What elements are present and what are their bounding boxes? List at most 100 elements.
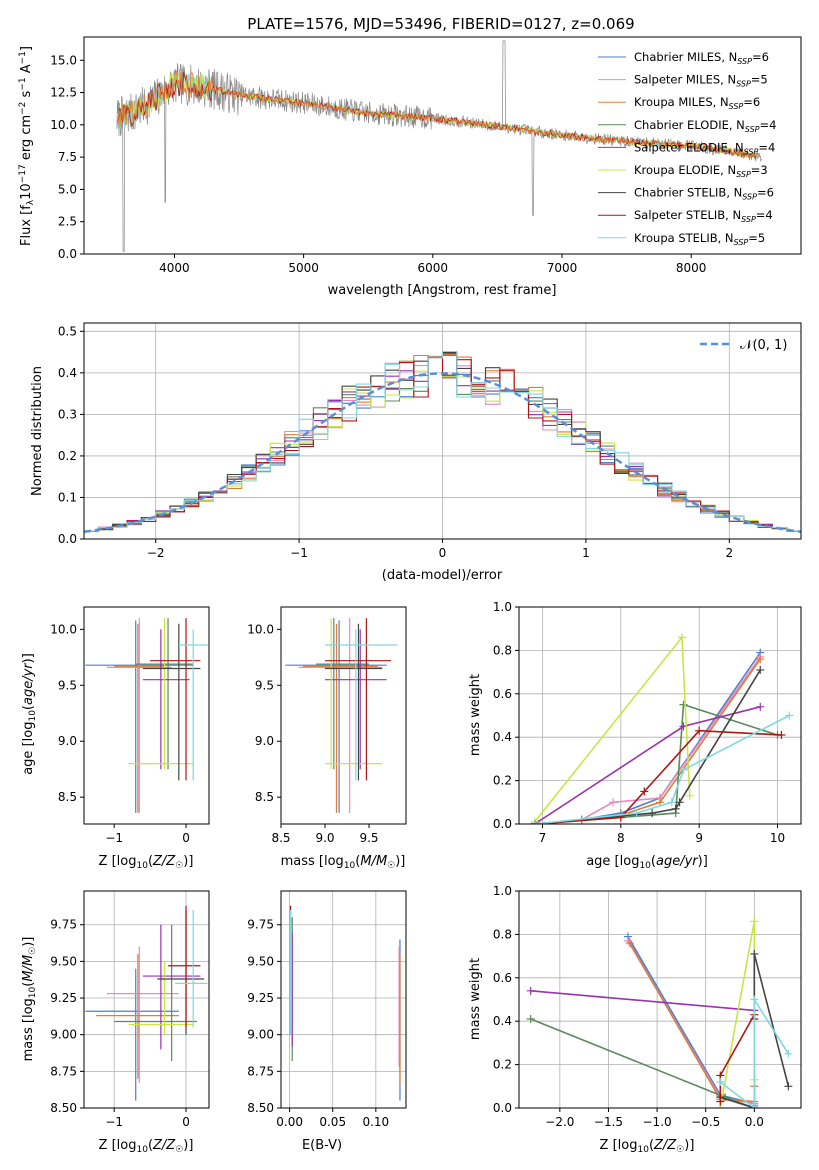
x-tick-label: 0.00	[276, 1115, 303, 1129]
age_vs_Z-ticks: −1 0 8.5 9.0 9.5 10.0	[50, 622, 190, 845]
y-tick-label: 9.00	[247, 1028, 274, 1042]
y-tick-label: 0.4	[58, 366, 77, 380]
x-tick-label: −2.0	[545, 1115, 574, 1129]
y-tick-label: 0.4	[493, 1014, 512, 1028]
line-chabrier-miles	[534, 652, 761, 824]
y-tick-label: 9.0	[255, 734, 274, 748]
spectrum-y-axis-label: Flux [fλ10−17 erg cm−2 s−1 A−1]	[18, 46, 36, 246]
spectrum-panel: 4000 5000 6000 7000 8000 0.0 2.5 5.0 7.5 10.0 12.5…	[18, 36, 802, 298]
x-tick-label: 0	[182, 1115, 190, 1129]
legend-label: Salpeter ELODIE, NSSP=4	[634, 140, 775, 156]
residuals-x-axis-label: (data-model)/error	[382, 568, 503, 583]
x-tick-label: −1	[290, 546, 308, 560]
x-tick-label: −1.5	[594, 1115, 623, 1129]
marker-salpeter-stelib	[640, 787, 649, 796]
line-salpeter-elodie	[530, 990, 755, 1012]
axis-labels-lower: Z [log10(Z/Z☉)] age [log10(age/yr)] mass…	[21, 653, 708, 1155]
y-tick-label: 0.3	[58, 407, 77, 421]
ageZ-y-axis-label: age [log10(age/yr)]	[21, 653, 38, 775]
legend-label: Chabrier MILES, NSSP=6	[634, 50, 769, 66]
weight_vs_age-marks	[530, 633, 794, 824]
weightZ-x-axis-label: Z [log10(Z/Z☉)]	[600, 1138, 695, 1155]
line-kroupa-elodie	[719, 921, 756, 1108]
legend-label: Kroupa STELIB, NSSP=5	[634, 231, 765, 247]
spectrum-lines	[116, 40, 762, 252]
mass_vs_Z-panel: −1 0 8.50 8.75 9.00 9.25 9.50 9.75	[50, 890, 210, 1129]
mass_vs_Z-ticks: −1 0 8.50 8.75 9.00 9.25 9.50 9.75	[50, 918, 190, 1129]
marker-chabrier-elodie	[679, 700, 688, 709]
marker-kroupa-elodie	[750, 917, 759, 926]
marker-kroupa-stelib	[530, 820, 539, 824]
x-tick-label: 9.5	[359, 831, 378, 845]
x-tick-label: 6000	[418, 261, 449, 275]
massebv-x-axis-label: E(B-V)	[302, 1138, 342, 1153]
y-tick-label: 8.5	[58, 790, 77, 804]
mass_vs_ebv-panel: 0.00 0.05 0.10 8.50 8.75 9.00 9.25 9.50 9.75	[247, 890, 407, 1129]
marker-chabrier-stelib	[648, 809, 657, 818]
marker-kroupa-stelib	[632, 809, 641, 818]
mass_vs_ebv-ticks: 0.00 0.05 0.10 8.50 8.75 9.00 9.25 9.50 9.75	[247, 918, 389, 1129]
marker-salpeter-elodie	[756, 702, 765, 711]
age_vs_mass-axes-frame	[280, 606, 407, 825]
legend-label: Kroupa ELODIE, NSSP=3	[634, 163, 768, 179]
weight_vs_Z-ticks: −2.0 −1.5 −1.0 −0.5 0.0 0.0 0.2 0.4 0.6 0.8 1.0	[493, 884, 764, 1129]
y-tick-label: 9.25	[50, 991, 77, 1005]
parameter-panels: −1 0 8.5 9.0 9.5 10.0 8.5 9.0 9.5 8.5 9.0 9.5 10.0 7 8…	[50, 600, 802, 1129]
marker-kroupa-stelib	[785, 711, 794, 720]
line-salpeter-stelib	[534, 729, 782, 824]
y-tick-label: 9.50	[50, 954, 77, 968]
spectrum-plot-area	[116, 40, 762, 252]
y-tick-label: 0.1	[58, 490, 77, 504]
age_vs_mass-marks	[285, 618, 398, 813]
weight_vs_Z-marks	[526, 917, 793, 1108]
ageZ-x-axis-label: Z [log10(Z/Z☉)]	[99, 854, 194, 871]
line-salpeter-miles	[534, 656, 761, 824]
x-tick-label: 0	[182, 831, 190, 845]
y-tick-label: 9.0	[58, 734, 77, 748]
weight_vs_age-panel: 7 8 9 10 0.0 0.2 0.4 0.6 0.8 1.0	[493, 600, 802, 845]
legend-label: Chabrier ELODIE, NSSP=4	[634, 118, 776, 134]
mass_vs_ebv-axes-frame	[280, 890, 407, 1109]
x-tick-label: 1	[582, 546, 590, 560]
agemass-x-axis-label: mass [log10(M/M☉)]	[281, 854, 406, 871]
y-tick-label: 1.0	[493, 884, 512, 898]
y-tick-label: 0.2	[58, 449, 77, 463]
y-tick-label: 9.5	[58, 678, 77, 692]
y-tick-label: 0.4	[493, 730, 512, 744]
residuals-panel: −2 −1 0 1 2 0.0 0.1 0.2 0.3 0.4 0.5 𝒩(0, 1) (data-…	[30, 322, 802, 583]
histogram-kroupa-stelib	[84, 350, 801, 532]
y-tick-label: 0.2	[493, 1058, 512, 1072]
legend-label: Chabrier STELIB, NSSP=6	[634, 186, 774, 202]
spectrum-legend: Chabrier MILES, NSSP=6 Salpeter MILES, NS…	[598, 50, 776, 247]
marker-kroupa-stelib	[750, 995, 759, 1004]
mass_vs_Z-marks	[85, 905, 208, 1101]
y-tick-label: 8.75	[247, 1064, 274, 1078]
age_vs_Z-panel: −1 0 8.5 9.0 9.5 10.0	[50, 606, 210, 845]
weightage-x-axis-label: age [log10(age/yr)]	[586, 854, 708, 871]
y-tick-label: 9.75	[247, 918, 274, 932]
x-tick-label: 7	[539, 831, 547, 845]
weight_vs_Z-panel: −2.0 −1.5 −1.0 −0.5 0.0 0.0 0.2 0.4 0.6 0.8 1.0	[493, 884, 802, 1129]
marker-kroupa-miles	[625, 939, 634, 948]
y-tick-label: 0.6	[493, 971, 512, 985]
weight_vs_Z-gridlines	[519, 890, 801, 1109]
x-tick-label: −0.5	[691, 1115, 720, 1129]
y-tick-label: 0.0	[493, 1101, 512, 1115]
marker-chabrier-stelib	[675, 798, 684, 807]
x-tick-label: 0	[439, 546, 447, 560]
y-tick-label: 0.0	[58, 247, 77, 261]
y-tick-label: 8.75	[50, 1064, 77, 1078]
y-tick-label: 10.0	[247, 622, 274, 636]
x-tick-label: 0.0	[745, 1115, 764, 1129]
x-tick-label: −1	[105, 831, 123, 845]
marker-kroupa-elodie	[677, 633, 686, 642]
marker-salpeter-stelib	[777, 731, 786, 740]
residuals-y-axis-label: Normed distribution	[30, 366, 45, 496]
y-tick-label: 0.0	[493, 817, 512, 831]
residuals-legend: 𝒩(0, 1)	[700, 338, 787, 353]
y-tick-label: 0.8	[493, 927, 512, 941]
spectrum-x-axis-label: wavelength [Angstrom, rest frame]	[328, 283, 557, 298]
x-tick-label: −2	[147, 546, 165, 560]
marker-chabrier-stelib	[671, 804, 680, 813]
